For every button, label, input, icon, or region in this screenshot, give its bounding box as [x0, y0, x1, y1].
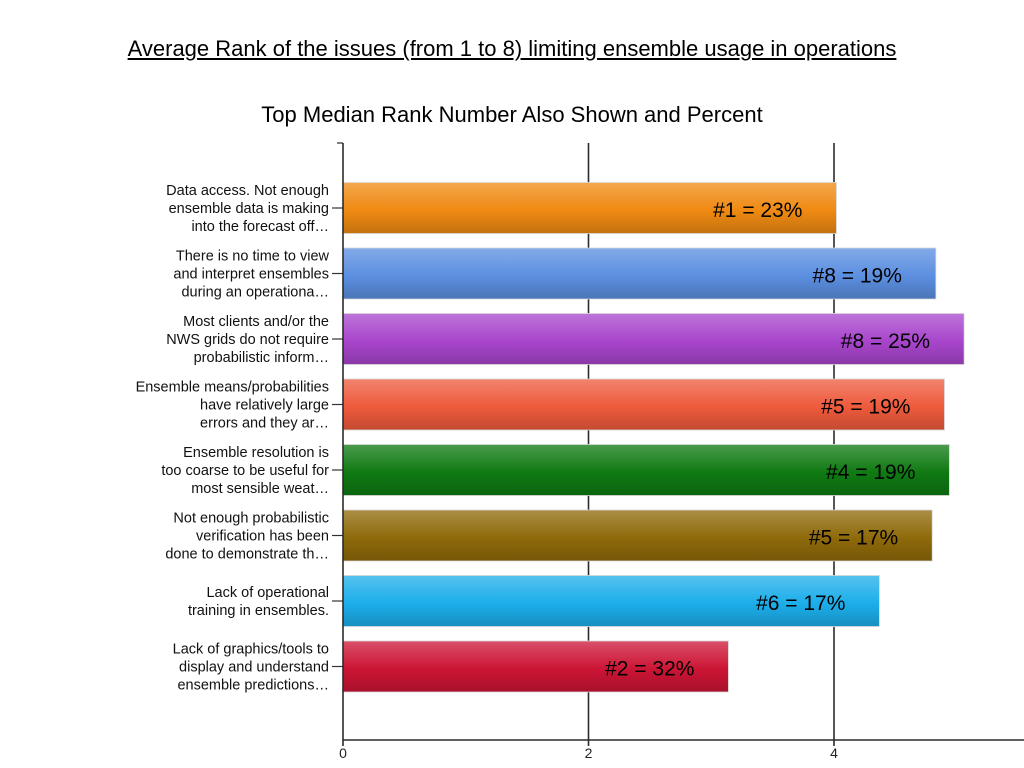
bar-label-8: #2 = 32% [605, 658, 694, 681]
bar-8 [342, 640, 729, 693]
bar-4 [342, 378, 945, 431]
bar-label-5: #4 = 19% [826, 461, 915, 484]
category-label-8: Lack of graphics/tools to display and und… [173, 642, 329, 694]
labels: Data access. Not enough ensemble data is … [136, 183, 931, 761]
bar-label-7: #6 = 17% [756, 592, 845, 615]
x-tick-label-0: 0 [339, 745, 347, 761]
bar-6 [342, 509, 933, 562]
bar-2 [342, 247, 937, 300]
x-tick-label-2: 2 [585, 745, 593, 761]
bar-3 [342, 313, 965, 365]
category-label-7: Lack of operational training in ensembles… [188, 585, 329, 619]
axes [332, 142, 1024, 746]
category-label-3: Most clients and/or the NWS grids do not … [166, 314, 329, 366]
bar-label-1: #1 = 23% [713, 199, 802, 222]
chart-title: Average Rank of the issues (from 1 to 8)… [127, 36, 897, 61]
bar-label-2: #8 = 19% [813, 265, 902, 288]
category-label-5: Ensemble resolution is too coarse to be u… [161, 445, 329, 497]
bar-label-3: #8 = 25% [841, 330, 930, 353]
x-tick-label-4: 4 [830, 745, 838, 761]
category-label-4: Ensemble means/probabilities have relativ… [136, 380, 329, 432]
category-label-6: Not enough probabilistic verification has… [165, 511, 329, 563]
category-label-2: There is no time to view and interpret en… [173, 249, 329, 301]
bar-7 [342, 575, 880, 627]
chart-subtitle: Top Median Rank Number Also Shown and Pe… [261, 102, 763, 127]
bar-label-6: #5 = 17% [809, 527, 898, 550]
bar-5 [342, 444, 950, 496]
bar-label-4: #5 = 19% [821, 396, 910, 419]
category-label-1: Data access. Not enough ensemble data is … [166, 183, 329, 235]
bars [342, 182, 965, 693]
